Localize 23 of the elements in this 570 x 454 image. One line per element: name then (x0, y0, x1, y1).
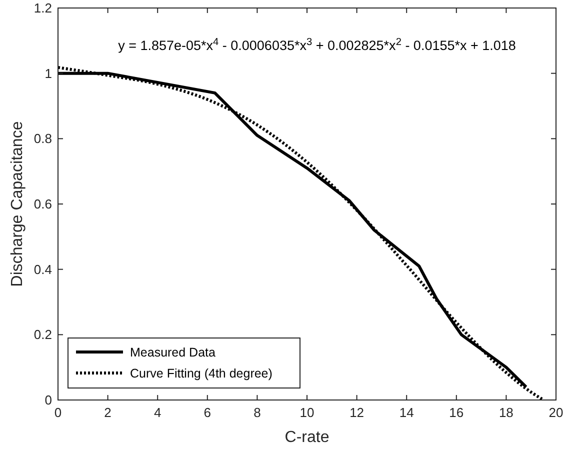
y-tick-label: 0.4 (34, 262, 52, 277)
x-tick-label: 16 (449, 405, 464, 420)
y-tick-label: 0.8 (34, 131, 52, 146)
legend-label: Curve Fitting (4th degree) (130, 366, 272, 380)
y-axis-title: Discharge Capacitance (9, 121, 26, 287)
x-tick-label: 6 (204, 405, 212, 420)
x-axis-title: C-rate (284, 429, 330, 446)
y-tick-label: 0.2 (34, 327, 52, 342)
annotation: y = 1.857e-05*x$^{4}$ - 0.0006035*x$^{3}$ + 0.002825*x$^{2}$ - 0.0155*x + 1.018 (118, 36, 516, 53)
legend-label: Measured Data (130, 346, 216, 360)
x-tick-label: 14 (399, 405, 414, 420)
x-tick-label: 8 (254, 405, 261, 420)
x-tick-label: 20 (548, 405, 564, 420)
y-tick-label: 1.2 (34, 0, 52, 16)
y-tick-label: 0.6 (34, 196, 52, 212)
x-tick-label: 18 (498, 405, 514, 420)
x-tick-label: 0 (54, 405, 62, 420)
x-tick-label: 4 (154, 405, 162, 420)
y-tick-label: 1 (44, 66, 52, 81)
y-tick-label: 0 (44, 392, 52, 408)
x-tick-label: 10 (300, 405, 314, 420)
x-tick-label: 2 (104, 405, 112, 420)
x-tick-label: 12 (350, 405, 364, 420)
